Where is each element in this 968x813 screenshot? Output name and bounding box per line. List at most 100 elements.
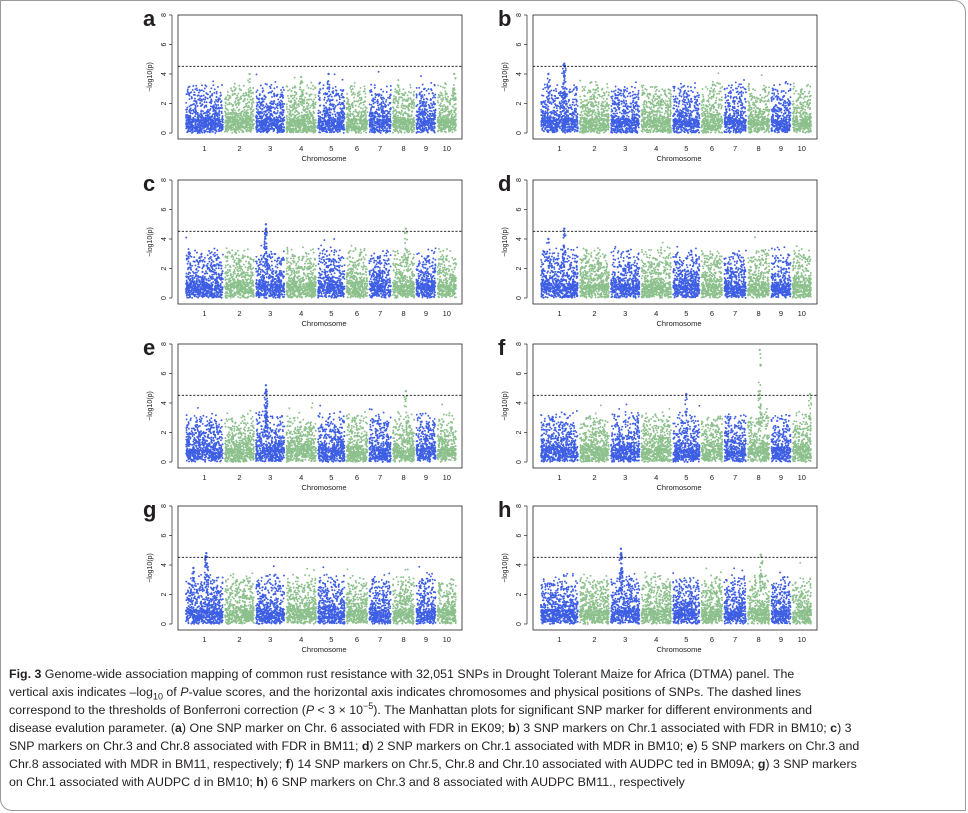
snp-point: [401, 94, 404, 97]
snp-point: [304, 124, 307, 127]
snp-point: [360, 126, 363, 129]
snp-point: [280, 128, 283, 131]
snp-point: [355, 111, 358, 114]
snp-point: [194, 123, 197, 126]
snp-point: [219, 107, 222, 109]
snp-point: [381, 110, 384, 113]
snp-point: [361, 107, 364, 110]
snp-point: [289, 100, 291, 103]
snp-point: [286, 94, 289, 97]
snp-point: [351, 88, 354, 90]
peak-point: [327, 80, 330, 83]
snp-point: [411, 129, 414, 132]
snp-point: [381, 121, 384, 124]
snp-point: [314, 86, 317, 89]
snp-point: [389, 85, 392, 87]
snp-point: [236, 121, 239, 124]
snp-point: [439, 94, 442, 97]
snp-point: [398, 88, 401, 91]
x-tick-label: 2: [237, 144, 241, 153]
snp-point: [288, 125, 291, 127]
snp-point: [338, 118, 341, 121]
snp-point: [365, 114, 368, 117]
snp-point: [216, 100, 219, 103]
snp-point: [544, 115, 547, 117]
snp-point: [434, 102, 437, 105]
snp-point: [240, 111, 243, 114]
snp-point: [208, 101, 211, 104]
snp-point: [281, 111, 283, 114]
snp-point: [267, 121, 270, 124]
snp-point: [230, 112, 233, 115]
snp-point: [213, 123, 215, 125]
snp-point: [273, 100, 276, 102]
snp-point: [226, 126, 229, 129]
snp-point: [333, 125, 335, 128]
snp-point: [328, 111, 331, 114]
plot-frame: [532, 14, 818, 140]
snp-point: [544, 110, 547, 113]
snp-point: [293, 99, 296, 102]
x-tick-label: 1: [202, 144, 206, 153]
snp-point: [322, 104, 325, 107]
snp-point: [218, 110, 221, 112]
snp-point: [386, 124, 389, 127]
snp-point: [358, 110, 361, 113]
snp-point: [423, 118, 426, 121]
snp-point: [324, 106, 327, 109]
snp-point: [246, 106, 249, 109]
snp-point: [322, 117, 325, 120]
snp-point: [386, 109, 388, 112]
snp-point: [442, 86, 444, 89]
snp-point: [354, 108, 357, 111]
snp-point: [444, 93, 447, 96]
snp-point: [410, 114, 413, 117]
snp-point: [267, 118, 270, 121]
snp-point: [332, 105, 335, 108]
snp-point: [431, 92, 434, 95]
snp-point: [302, 106, 305, 108]
snp-point: [274, 103, 277, 106]
snp-point: [371, 128, 374, 131]
snp-point: [267, 111, 270, 114]
snp-point: [263, 110, 265, 113]
snp-point: [285, 126, 288, 129]
snp-point: [333, 121, 336, 124]
snp-point: [442, 96, 444, 99]
x-tick-label: 5: [329, 144, 333, 153]
snp-point: [287, 89, 289, 92]
snp-point: [188, 105, 191, 108]
snp-point: [552, 127, 555, 130]
snp-point: [360, 96, 363, 99]
snp-point: [363, 121, 366, 124]
snp-point: [317, 109, 320, 112]
snp-point: [403, 128, 406, 131]
panel-letter: a: [143, 8, 155, 30]
snp-point: [314, 93, 317, 96]
snp-point: [385, 91, 388, 93]
snp-point: [213, 128, 216, 131]
panel-a: a 0 2 4 6 8 −log10(p) 1 2 3 4 5 6 7 8 9 10 Chromosome: [140, 5, 470, 165]
peak-point: [299, 88, 302, 91]
snp-point: [553, 131, 556, 134]
snp-point: [252, 124, 255, 127]
y-tick-label: 8: [516, 13, 523, 17]
snp-point: [212, 110, 215, 113]
snp-point: [246, 98, 249, 101]
snp-point: [324, 91, 327, 94]
snp-point: [220, 128, 223, 131]
snp-point: [252, 127, 255, 130]
snp-point: [422, 120, 425, 123]
snp-point: [441, 105, 444, 108]
peak-point: [454, 77, 457, 80]
snp-point: [566, 105, 569, 108]
snp-point: [214, 131, 217, 134]
snp-point: [264, 96, 267, 99]
snp-point: [203, 101, 206, 104]
snp-point: [400, 110, 403, 113]
snp-point: [272, 118, 275, 121]
snp-point: [305, 116, 308, 119]
snp-point: [409, 91, 412, 94]
snp-point: [225, 124, 228, 127]
snp-point: [415, 122, 418, 125]
